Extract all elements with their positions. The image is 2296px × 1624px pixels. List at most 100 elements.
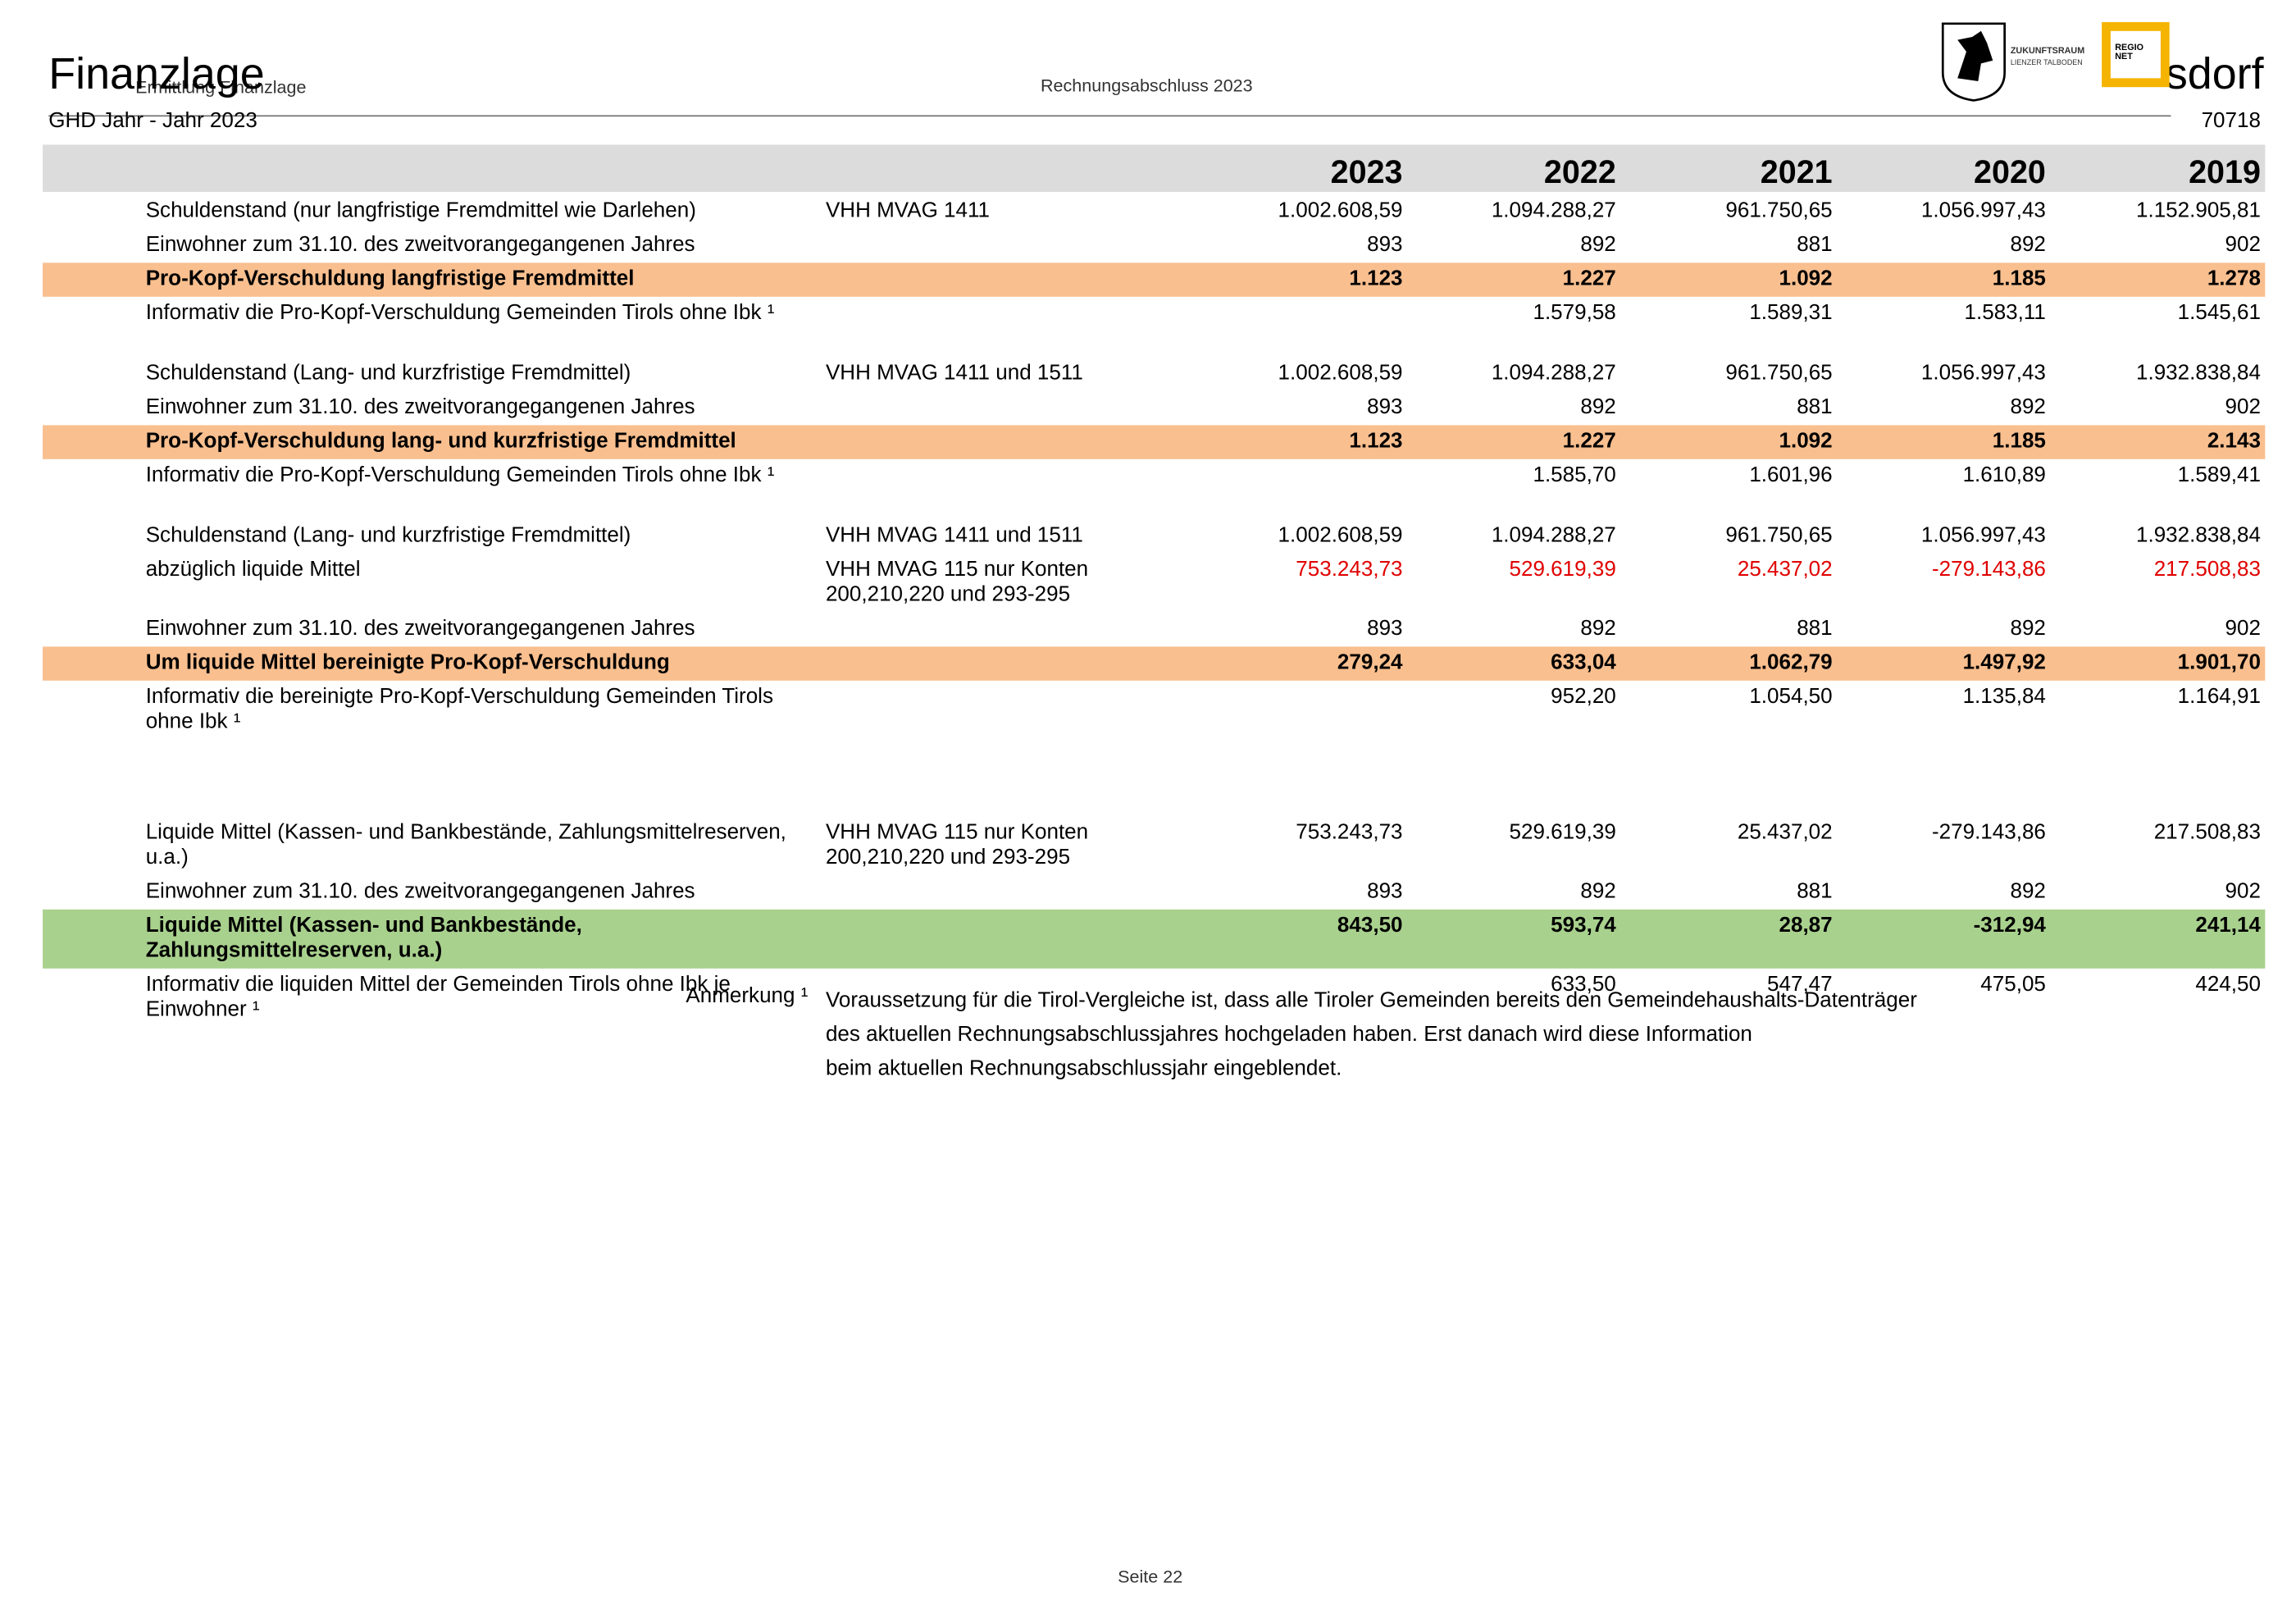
reference [826,880,1164,906]
note-line: Voraussetzung für die Tirol-Vergleiche i… [825,989,1917,1013]
value: 217.508,83 [2153,820,2261,845]
value: 892 [1580,879,1616,904]
label: Um liquide Mittel bereinigte Pro-Kopf-Ve… [145,650,670,675]
value: 1.094.288,27 [1491,199,1616,223]
note-label: Anmerkung ¹ [686,984,809,1009]
value: 1.227 [1562,429,1616,454]
value: 892 [2010,879,2046,904]
note-line: des aktuellen Rechnungsabschlussjahres h… [825,1023,1752,1047]
value: 1.579,58 [1533,301,1616,325]
label: Liquide Mittel (Kassen- und Bankbestände… [145,820,786,870]
reference: VHH MVAG 115 nur Konten 200,210,220 und … [825,820,1089,870]
logos [1941,22,2170,102]
value: 843,50 [1337,914,1403,937]
value: 1.164,91 [2177,685,2261,709]
value: 961.750,65 [1725,362,1833,385]
value: 25.437,02 [1737,558,1833,582]
value: 893 [1367,617,1403,641]
label: Liquide Mittel (Kassen- und Bankbestände… [145,914,582,963]
value: 241,14 [2195,914,2261,937]
row: Schuldenstand (Lang- und kurzfristige Fr… [43,520,2265,554]
value: 1.497,92 [1962,650,2046,675]
row: Liquide Mittel (Kassen- und Bankbestände… [43,816,2265,875]
value: 1.152.905,81 [2135,199,2261,223]
year: 2022 [1543,153,1616,191]
row: Schuldenstand (Lang- und kurzfristige Fr… [43,358,2265,391]
label: Einwohner zum 31.10. des zweitvorangegan… [145,879,695,904]
value: 1.932.838,84 [2135,362,2261,385]
value: 1.932.838,84 [2135,524,2261,548]
logo-text: LIENZER TALBODEN [2010,59,2083,68]
value: 1.901,70 [2177,650,2261,675]
value: 25.437,02 [1737,820,1833,845]
section: Schuldenstand (nur langfristige Fremdmit… [43,195,2266,331]
subtitle: GHD Jahr - Jahr 2023 [48,109,257,133]
label: Informativ die Pro-Kopf-Verschuldung Gem… [145,301,775,325]
value: 1.227 [1562,267,1616,291]
value: 1.135,84 [1962,685,2046,709]
value: 475,05 [1980,973,2046,997]
value: 1.002.608,59 [1278,362,1403,385]
reference: VHH MVAG 1411 [825,199,991,223]
reference [826,430,1164,455]
value: 1.094.288,27 [1491,524,1616,548]
value: 902 [2225,233,2261,258]
page-number: Seite 22 [1118,1566,1183,1587]
note: Voraussetzung für die Tirol-Vergleiche i… [826,985,1917,1087]
value: 2.143 [2207,429,2261,454]
row: abzüglich liquide Mittel VHH MVAG 115 nur… [43,554,2265,613]
value: 1.002.608,59 [1278,199,1403,223]
report: Rechnungsabschluss 2023 [1040,75,1253,96]
label: Schuldenstand (nur langfristige Fremdmit… [145,199,696,223]
value: 1.545,61 [2177,301,2261,325]
logo-text: REGIO NET [2115,44,2143,62]
value: 633,04 [1551,650,1616,675]
value: 1.185 [1992,267,2046,291]
reference [826,301,1164,326]
value [1164,301,1403,326]
label: Schuldenstand (Lang- und kurzfristige Fr… [145,524,631,548]
row: Einwohner zum 31.10. des zweitvorangegan… [43,875,2265,909]
value: 529.619,39 [1509,820,1616,845]
value: 1.002.608,59 [1278,524,1403,548]
label: Informativ die Pro-Kopf-Verschuldung Gem… [145,463,775,487]
value: 1.589,31 [1749,301,1833,325]
breadcrumb: Ermittlung Finanzlage [135,76,307,98]
note-line: beim aktuellen Rechnungsabschlussjahr ei… [825,1056,1342,1081]
value: 1.092 [1779,267,1833,291]
value: 547,47 [1767,973,1833,997]
label: Pro-Kopf-Verschuldung langfristige Fremd… [145,267,635,291]
reference [826,233,1164,258]
value: 1.123 [1349,429,1403,454]
value: 1.056.997,43 [1920,524,2046,548]
value: 1.278 [2207,267,2261,291]
value: 881 [1797,879,1833,904]
value: 892 [1580,617,1616,641]
value: 1.123 [1349,267,1403,291]
value: 1.185 [1992,429,2046,454]
reference [826,395,1164,421]
value: 753.243,73 [1296,558,1403,582]
value: 961.750,65 [1725,199,1833,223]
value: 593,74 [1551,914,1616,937]
row: Liquide Mittel (Kassen- und Bankbestände… [43,909,2266,969]
reference [826,685,1164,735]
label: Einwohner zum 31.10. des zweitvorangegan… [145,233,695,258]
row: Schuldenstand (nur langfristige Fremdmit… [43,195,2265,229]
label: Pro-Kopf-Verschuldung lang- und kurzfris… [145,429,736,454]
municipality: sdorf [2165,50,2264,99]
year: 2023 [1330,153,1403,191]
code: 70718 [2201,109,2261,133]
row: Informativ die Pro-Kopf-Verschuldung Gem… [43,297,2265,331]
label: Informativ die bereinigte Pro-Kopf-Versc… [145,685,773,734]
value: 893 [1367,233,1403,258]
value: 1.583,11 [1964,301,2046,325]
value: 892 [2010,617,2046,641]
row: Einwohner zum 31.10. des zweitvorangegan… [43,613,2265,646]
value: 952,20 [1551,685,1616,709]
value: 961.750,65 [1725,524,1833,548]
row: Pro-Kopf-Verschuldung langfristige Fremd… [43,262,2266,297]
value: 892 [1580,233,1616,258]
logo-text: ZUKUNFTSRAUM [2010,47,2085,57]
label: Schuldenstand (Lang- und kurzfristige Fr… [145,362,631,385]
